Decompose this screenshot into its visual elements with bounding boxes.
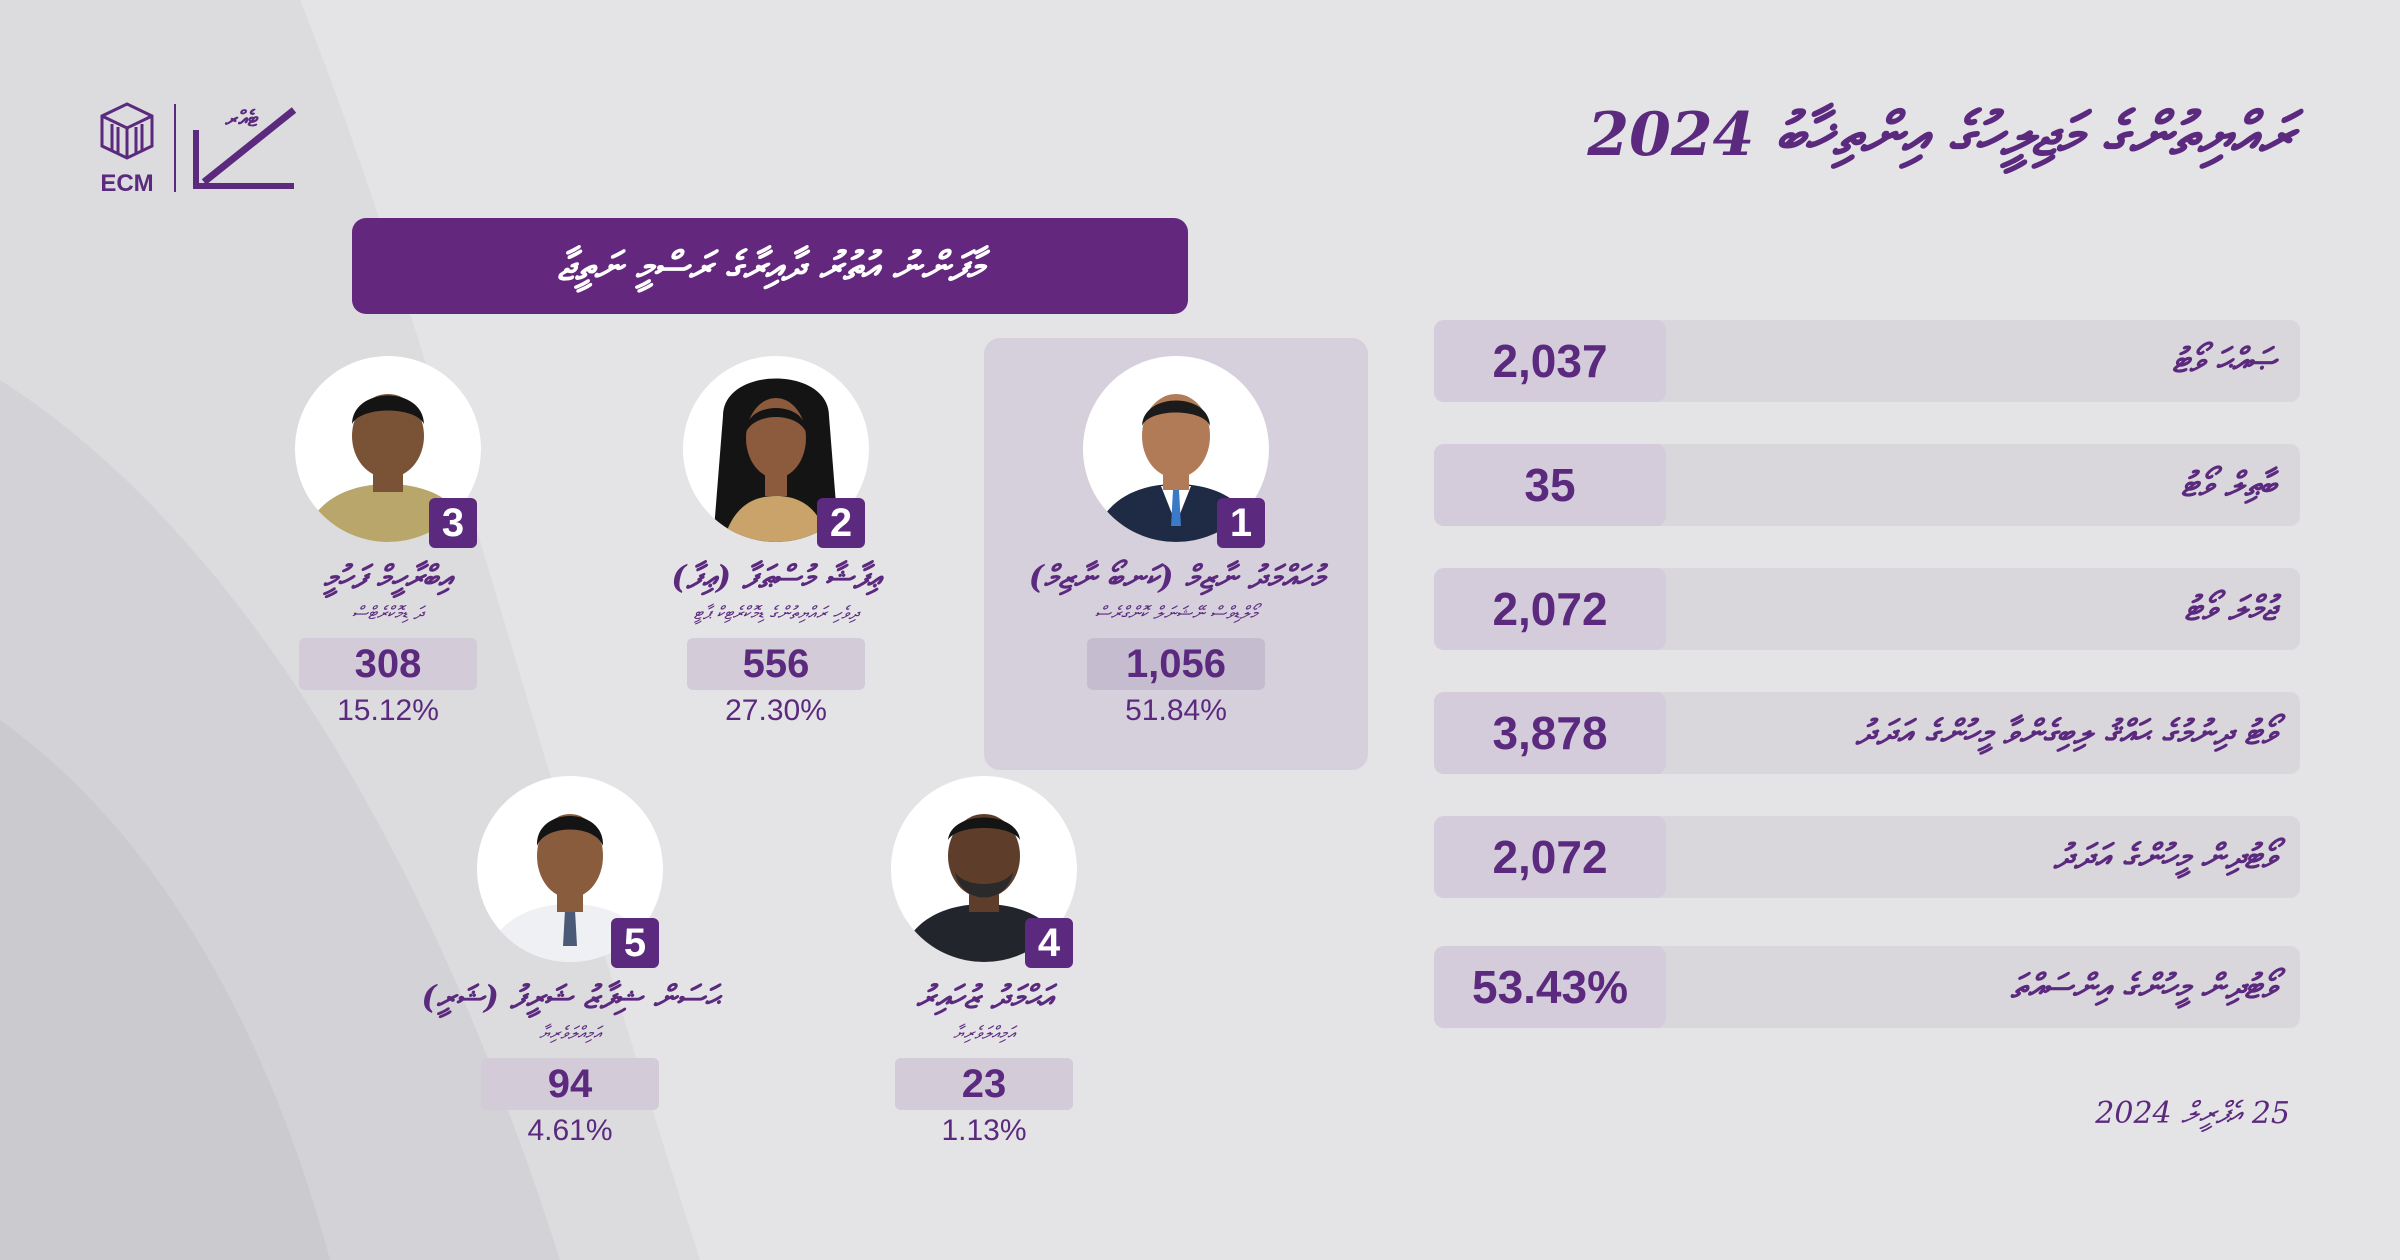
candidate-card-1: 1 މުހައްމަދު ނާޒިމް (ކަނބޯ ނާޒިމް) މޯލްޑ… [996, 356, 1356, 728]
candidate-votes: 23 [895, 1058, 1073, 1110]
candidate-card-3: 3 އިބްރާހީމް ފަހުމީ ދަ ޑިމޮކްރެޓްސް 308 … [208, 356, 568, 728]
ecm-logo: ECM [96, 100, 158, 198]
candidate-party: ދަ ޑިމޮކްރެޓްސް [351, 603, 425, 624]
candidate-name: ޙަސަން ޝިފާޒު ޝަރީފު (ޝަރީ) [421, 978, 719, 1016]
candidate-votes: 308 [299, 638, 477, 690]
stat-voters-count: 2,072 ވޯޓުދިން މީހުންގެ އަދަދު [1434, 816, 2300, 898]
candidate-percent: 27.30% [725, 694, 827, 727]
candidate-card-4: 4 އަޙްމަދު ޒުހައިރު އަމިއްލަވެރިޔާ 23 1.… [804, 776, 1164, 1148]
ecm-logo-text: ECM [100, 170, 154, 197]
candidate-party: މޯލްޑިވްސް ނޭޝަނަލް ކޮންގްރެސް [1094, 603, 1258, 624]
stat-value: 3,878 [1434, 692, 1666, 774]
stat-value: 2,072 [1434, 568, 1666, 650]
candidate-name: އަޙްމަދު ޒުހައިރު [916, 978, 1052, 1016]
candidate-name: ޢިފާޝާ މުސްޠަފާ (ޢިފާ) [671, 558, 881, 596]
candidate-votes: 94 [481, 1058, 659, 1110]
stat-label: ޞައްޙަ ވޯޓު [2172, 341, 2276, 381]
stat-label: ވޯޓުދިން މީހުންގެ އިންސައްތަ [2010, 967, 2276, 1007]
candidate-party: ދިވެހި ރައްޔިތުންގެ ޑިމޮކްރެޓިކް ޕާޓީ [693, 603, 859, 624]
candidate-photo-icon [891, 776, 1077, 962]
stat-value: 2,037 [1434, 320, 1666, 402]
stat-turnout-percent: 53.43% ވޯޓުދިން މީހުންގެ އިންސައްތަ [1434, 946, 2300, 1028]
candidate-card-5: 5 ޙަސަން ޝިފާޒު ޝަރީފު (ޝަރީ) އަމިއްލަވެ… [390, 776, 750, 1148]
vote-logo-text: ޓެއްރ [224, 107, 259, 132]
stat-label: ޖުމްލަ ވޯޓު [2184, 589, 2276, 629]
candidate-percent: 4.61% [527, 1114, 613, 1147]
result-date: 25 އެޕްރީލް 2024 [2095, 1096, 2290, 1131]
candidate-number-badge: 4 [1025, 918, 1073, 968]
candidate-number-badge: 5 [611, 918, 659, 968]
candidate-number-badge: 1 [1217, 498, 1265, 548]
page-title: ރައްޔިތުންގެ މަޖިލީހުގެ އިންތިޚާބު 2024 [1587, 100, 2294, 170]
candidate-percent: 1.13% [941, 1114, 1027, 1147]
vote-checkmark-icon: ޓެއްރ [193, 107, 297, 189]
candidate-votes: 556 [687, 638, 865, 690]
candidate-number-badge: 3 [429, 498, 477, 548]
candidate-card-2: 2 ޢިފާޝާ މުސްޠަފާ (ޢިފާ) ދިވެހި ރައްޔިތު… [596, 356, 956, 728]
stat-label: ވޯޓުދިން މީހުންގެ އަދަދު [2053, 837, 2276, 877]
candidate-percent: 51.84% [1125, 694, 1227, 727]
candidate-party: އަމިއްލަވެރިޔާ [953, 1023, 1015, 1044]
candidate-number-badge: 2 [817, 498, 865, 548]
stat-valid-votes: 2,037 ޞައްޙަ ވޯޓު [1434, 320, 2300, 402]
candidate-name: މުހައްމަދު ނާޒިމް (ކަނބޯ ނާޒިމް) [1028, 558, 1324, 596]
stat-label: ބާޠިލް ވޯޓު [2180, 465, 2276, 505]
stat-value: 35 [1434, 444, 1666, 526]
ecm-cube-icon [100, 102, 154, 160]
stat-eligible-voters: 3,878 ވޯޓު ދިނުމުގެ ޙައްޤު ލިބިގެންވާ މީ… [1434, 692, 2300, 774]
stat-value: 2,072 [1434, 816, 1666, 898]
candidate-party: އަމިއްލަވެރިޔާ [539, 1023, 601, 1044]
candidate-name: އިބްރާހީމް ފަހުމީ [323, 558, 453, 596]
candidate-photo-icon [1083, 356, 1269, 542]
logo-divider [174, 104, 176, 192]
stat-label: ވޯޓު ދިނުމުގެ ޙައްޤު ލިބިގެންވާ މީހުންގެ… [1855, 713, 2276, 753]
stat-value: 53.43% [1434, 946, 1666, 1028]
candidate-votes: 1,056 [1087, 638, 1265, 690]
candidate-percent: 15.12% [337, 694, 439, 727]
constituency-banner: މާފަންނު އުތުރު ދާއިރާގެ ރަސްމީ ނަތީޖާ [352, 218, 1188, 314]
stat-invalid-votes: 35 ބާޠިލް ވޯޓު [1434, 444, 2300, 526]
stat-total-votes: 2,072 ޖުމްލަ ވޯޓު [1434, 568, 2300, 650]
